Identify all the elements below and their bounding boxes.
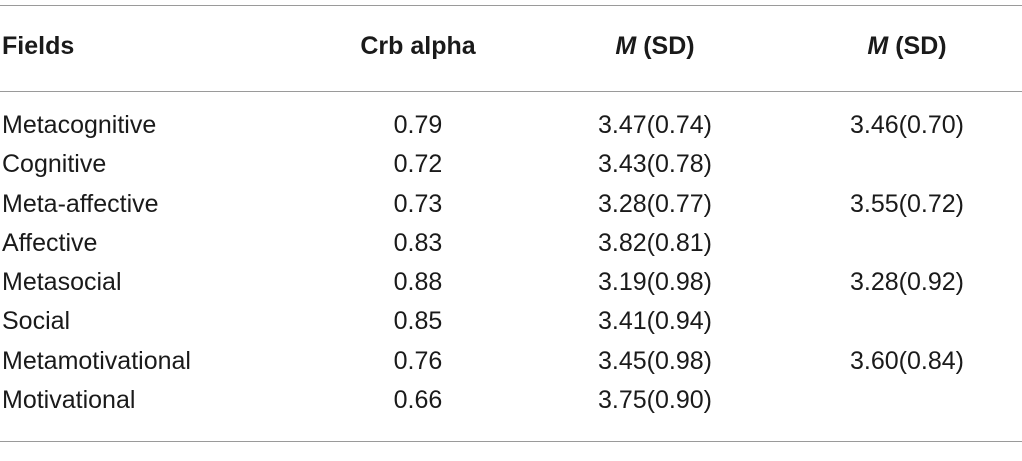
table-row: Metasocial 0.88 3.19(0.98) 3.28(0.92): [0, 263, 1022, 302]
cell-mean-sd-1: 3.43(0.78): [598, 150, 712, 179]
header-mean-sd-2: M (SD): [807, 26, 1007, 66]
cell-mean-sd-2: 3.55(0.72): [850, 189, 964, 218]
cell-field: Metacognitive: [2, 111, 157, 139]
cell-field: Meta-affective: [2, 189, 159, 218]
cell-alpha: 0.76: [393, 346, 443, 375]
table-header-rule: [0, 91, 1022, 92]
cell-field: Metamotivational: [2, 346, 191, 375]
cell-mean-sd-2: 3.60(0.84): [850, 346, 964, 375]
cell-alpha: 0.72: [393, 150, 443, 179]
table-row: Cognitive 0.72 3.43(0.78): [0, 145, 1022, 184]
header-fields: Fields: [2, 32, 75, 60]
cell-field: Motivational: [2, 386, 136, 415]
table-body: Metacognitive 0.79 3.47(0.74) 3.46(0.70)…: [0, 106, 1022, 420]
cell-field: Affective: [2, 228, 98, 257]
cell-field: Cognitive: [2, 150, 107, 179]
cell-mean-sd-1: 3.28(0.77): [598, 189, 712, 218]
cell-alpha: 0.85: [393, 307, 443, 336]
table-bottom-rule: [0, 441, 1022, 442]
table-row: Metacognitive 0.79 3.47(0.74) 3.46(0.70): [0, 106, 1022, 145]
cell-mean-sd-1: 3.19(0.98): [598, 268, 712, 297]
cell-mean-sd-1: 3.47(0.74): [598, 111, 712, 139]
table-top-rule: [0, 5, 1022, 6]
cell-mean-sd-1: 3.82(0.81): [598, 228, 712, 257]
table-row: Meta-affective 0.73 3.28(0.77) 3.55(0.72…: [0, 185, 1022, 224]
header-mean-sd-1-sd: (SD): [636, 32, 695, 60]
header-mean-sd-2-sd: (SD): [888, 32, 947, 60]
cell-mean-sd-1: 3.41(0.94): [598, 307, 712, 336]
cell-mean-sd-1: 3.75(0.90): [598, 386, 712, 415]
header-mean-sd-1: M (SD): [555, 26, 755, 66]
table-row: Metamotivational 0.76 3.45(0.98) 3.60(0.…: [0, 342, 1022, 381]
cell-alpha: 0.88: [393, 268, 443, 297]
header-mean-sd-2-m: M: [867, 32, 889, 60]
cell-alpha: 0.83: [393, 228, 443, 257]
table-header-row: Fields Crb alpha M (SD) M (SD): [0, 26, 1022, 66]
cell-alpha: 0.73: [393, 189, 443, 218]
header-crb-alpha: Crb alpha: [360, 32, 476, 60]
cell-field: Metasocial: [2, 268, 122, 297]
cell-field: Social: [2, 307, 71, 336]
cell-alpha: 0.66: [393, 386, 443, 415]
table-row: Social 0.85 3.41(0.94): [0, 302, 1022, 341]
cell-mean-sd-2: 3.28(0.92): [850, 268, 964, 297]
cell-mean-sd-1: 3.45(0.98): [598, 346, 712, 375]
table-row: Affective 0.83 3.82(0.81): [0, 224, 1022, 263]
header-mean-sd-1-m: M: [615, 32, 637, 60]
cell-alpha: 0.79: [393, 111, 443, 139]
table-row: Motivational 0.66 3.75(0.90): [0, 381, 1022, 420]
cell-mean-sd-2: 3.46(0.70): [850, 111, 964, 139]
